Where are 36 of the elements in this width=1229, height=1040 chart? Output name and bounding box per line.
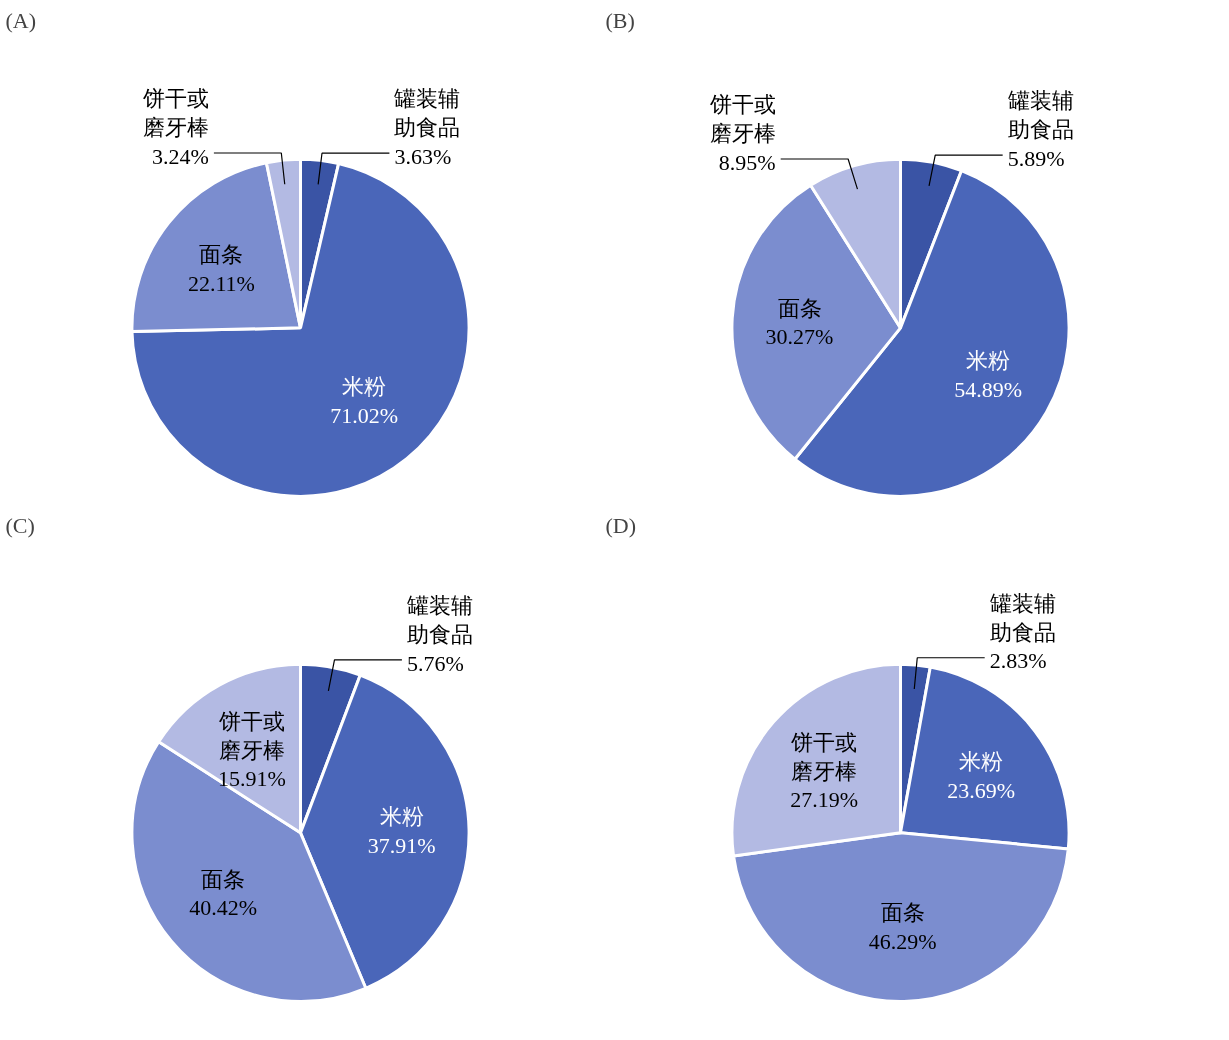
chart-title: (B) bbox=[605, 7, 635, 33]
data-label: 27.19% bbox=[790, 787, 859, 813]
data-label: 23.69% bbox=[947, 777, 1016, 803]
slice-label: 罐装辅助食品 bbox=[1007, 88, 1074, 143]
data-label: 46.29% bbox=[868, 928, 937, 954]
slice-label: 饼干或磨牙棒 bbox=[141, 86, 209, 140]
data-label: 3.24% bbox=[152, 143, 209, 169]
data-label: 71.02% bbox=[330, 402, 399, 428]
data-label: 40.42% bbox=[189, 895, 257, 921]
slice-label: 罐装辅助食品 bbox=[989, 590, 1056, 645]
slice-label: 饼干或磨牙棒 bbox=[790, 729, 858, 784]
data-label: 37.91% bbox=[367, 833, 436, 859]
slice-label: 米粉 bbox=[966, 348, 1011, 374]
slice-label: 米粉 bbox=[379, 804, 424, 830]
data-label: 15.91% bbox=[218, 766, 286, 792]
chart-title: (D) bbox=[605, 512, 637, 538]
data-label: 54.89% bbox=[954, 376, 1022, 402]
slice-label: 米粉 bbox=[342, 374, 387, 400]
chart-title: (C) bbox=[5, 512, 35, 538]
slice-label: 面条 bbox=[777, 295, 822, 321]
slice-label: 罐装辅助食品 bbox=[406, 593, 473, 647]
data-label: 5.89% bbox=[1007, 145, 1065, 171]
slice-label: 饼干或磨牙棒 bbox=[218, 708, 286, 763]
data-label: 2.83% bbox=[989, 648, 1047, 674]
data-label: 3.63% bbox=[394, 143, 452, 169]
slice-label: 米粉 bbox=[959, 749, 1004, 775]
slice-label: 面条 bbox=[880, 900, 925, 926]
data-label: 22.11% bbox=[187, 271, 255, 297]
chart-title: (A) bbox=[5, 7, 37, 33]
data-label: 5.76% bbox=[406, 650, 464, 676]
slice-label: 面条 bbox=[201, 866, 246, 892]
slice-label: 面条 bbox=[199, 242, 244, 268]
slice-label: 罐装辅助食品 bbox=[394, 86, 461, 141]
slice-label: 饼干或磨牙棒 bbox=[708, 92, 776, 146]
data-label: 8.95% bbox=[718, 149, 776, 175]
data-label: 30.27% bbox=[765, 324, 834, 350]
